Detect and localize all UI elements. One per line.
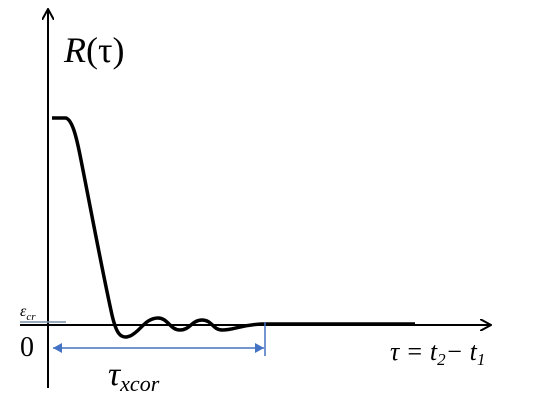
y-label: R(τ) [63,30,124,70]
y-label-symbol: R [63,30,86,70]
epsilon-label: εcr [20,303,36,323]
epsilon-subscript: cr [26,311,36,323]
correlation-time-label: τxcor [108,356,160,396]
autocorrelation-curve [52,116,415,339]
y-label-argument: (τ) [86,30,124,70]
correlation-time-subscript: xcor [119,371,160,396]
x-label: τ = t2− t1 [390,337,485,369]
correlation-time-symbol: τ [108,356,122,393]
x-label-sub-a: 2 [437,350,446,369]
x-label-minus: − t [446,337,478,366]
x-label-lhs: τ = t [390,337,438,366]
epsilon-symbol: ε [20,303,27,320]
origin-label: 0 [20,332,34,363]
x-label-sub-b: 1 [477,350,486,369]
